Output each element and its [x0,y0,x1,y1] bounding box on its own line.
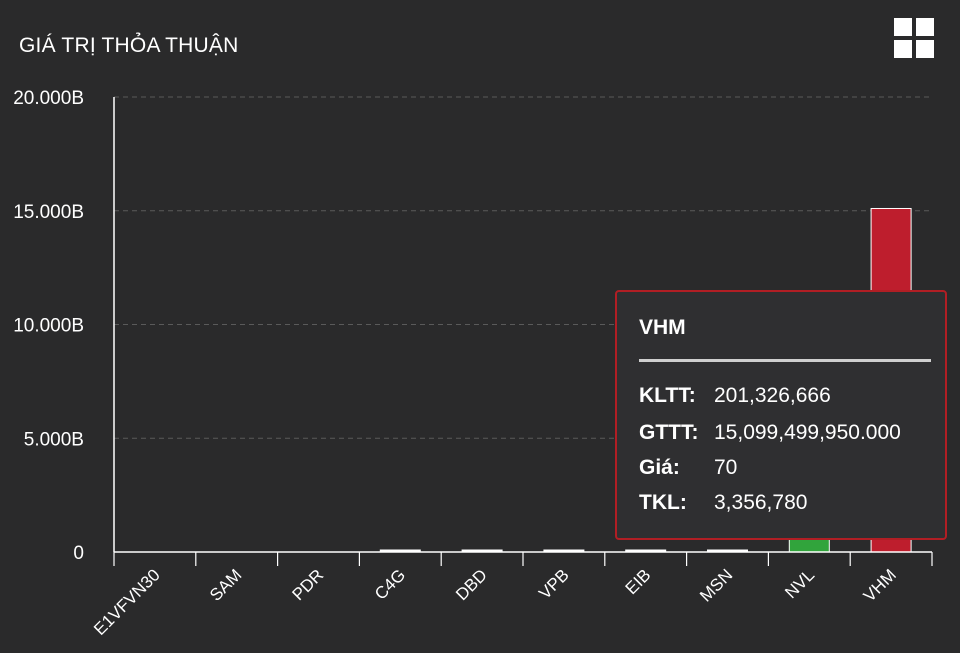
tooltip-title: VHM [639,316,686,339]
tooltip-row-gia: Giá: 70 [639,456,737,480]
x-tick-label: EIB [622,565,655,598]
y-tick-label: 15.000B [13,202,84,223]
y-tick-label: 10.000B [13,316,84,337]
chart-title: GIÁ TRỊ THỎA THUẬN [19,34,239,57]
tooltip-row-kltt: KLTT: 201,326,666 [639,384,831,408]
tooltip-value: 70 [714,456,738,479]
grid-menu-icon-cell [916,18,934,36]
tooltip-row-tkl: TKL: 3,356,780 [639,491,807,515]
grid-menu-icon-cell [916,40,934,58]
y-axis: 0 5.000B 10.000B 15.000B 20.000B [13,88,115,564]
grid-menu-icon-cell [894,40,912,58]
x-tick-label: E1VFVN30 [90,565,164,639]
x-tick-label: PDR [289,565,328,604]
tooltip-label: GTTT: [639,421,699,444]
tooltip-label: KLTT: [639,384,696,407]
grid-menu-icon[interactable] [894,18,934,58]
x-axis: E1VFVN30 SAM PDR C4G DBD VPB EIB MSN NVL VHM [90,551,933,639]
tooltip-label: TKL: [639,491,687,514]
tooltip-value: 201,326,666 [714,384,831,407]
x-tick-label: VHM [860,565,900,605]
tooltip-divider [639,359,931,362]
y-tick-label: 0 [73,543,84,564]
x-tick-label: MSN [696,565,736,605]
x-tick-label: VPB [535,565,572,602]
grid-menu-icon-cell [894,18,912,36]
y-tick-label: 5.000B [24,429,84,450]
tooltip: VHM KLTT: 201,326,666 GTTT: 15,099,499,950… [615,290,947,540]
x-tick-label: DBD [452,565,491,604]
tooltip-label: Giá: [639,456,680,479]
x-tick-label: SAM [206,565,245,604]
tooltip-value: 15,099,499,950.000 [714,421,901,444]
tooltip-value: 3,356,780 [714,491,808,514]
tooltip-row-gttt: GTTT: 15,099,499,950.000 [639,421,901,445]
x-tick-label: NVL [781,565,818,602]
y-tick-label: 20.000B [13,88,84,109]
x-tick-label: C4G [371,565,409,603]
gridlines [114,96,932,439]
